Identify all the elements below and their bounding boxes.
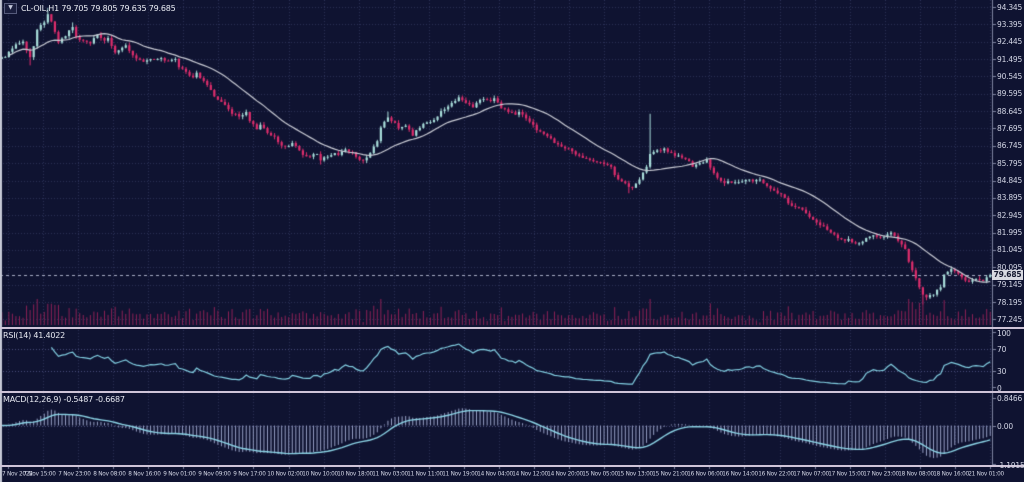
last-price-tag: 79.685 <box>992 269 1023 280</box>
time-axis-label: 15 Nov 05:00 <box>582 470 619 478</box>
price-axis-label: 81.045 <box>997 245 1023 255</box>
price-axis-label: 86.745 <box>997 141 1023 151</box>
macd-axis-label: 0.8466 <box>997 394 1023 404</box>
price-axis-label: 77.245 <box>997 314 1023 324</box>
time-axis-label: 16 Nov 14:00 <box>722 470 759 478</box>
price-axis-label: 84.845 <box>997 176 1023 186</box>
panel-separator-macd[interactable] <box>0 391 1024 393</box>
price-axis-label: 87.695 <box>997 123 1023 133</box>
macd-label: MACD(12,26,9) -0.5487 -0.6687 <box>3 395 125 404</box>
time-axis-label: 7 Nov 2022 <box>2 470 33 478</box>
price-axis-label: 93.395 <box>997 19 1023 29</box>
panel-separator-rsi[interactable] <box>0 327 1024 329</box>
rsi-axis-label: 30 <box>997 367 1007 376</box>
time-axis-label: 17 Nov 07:00 <box>792 470 829 478</box>
time-axis-label: 17 Nov 23:00 <box>862 470 899 478</box>
price-axis-label: 90.545 <box>997 71 1023 81</box>
time-axis-label: 9 Nov 17:00 <box>233 470 267 478</box>
time-axis-label: 14 Nov 20:00 <box>547 470 584 478</box>
macd-axis-label: 0.00 <box>997 422 1013 431</box>
last-price-value: 79.685 <box>993 269 1022 279</box>
time-axis-label: 8 Nov 16:00 <box>128 470 162 478</box>
time-axis-label: 10 Nov 02:00 <box>266 470 303 478</box>
rsi-label: RSI(14) 41.4022 <box>3 331 66 340</box>
time-axis-label: 15 Nov 13:00 <box>617 470 654 478</box>
time-axis-label: 11 Nov 19:00 <box>442 470 478 478</box>
chart-title: ▼ CL-OIL,H1 79.705 79.805 79.635 79.685 <box>4 3 176 14</box>
price-axis-label: 81.995 <box>997 228 1023 238</box>
price-axis-label: 78.195 <box>997 297 1023 307</box>
price-axis-label: 88.645 <box>997 106 1023 116</box>
macd-axis-label: -1.1915 <box>997 460 1024 470</box>
chart-title-text: CL-OIL,H1 79.705 79.805 79.635 79.685 <box>21 4 176 13</box>
price-axis-label: 83.895 <box>997 193 1023 203</box>
price-axis-label: 80.095 <box>997 262 1023 272</box>
price-axis-label: 85.795 <box>997 158 1023 168</box>
time-axis-label: 8 Nov 08:00 <box>93 470 126 478</box>
price-axis-label: 82.945 <box>997 210 1023 220</box>
time-axis-label: 18 Nov 08:00 <box>898 470 934 478</box>
chart-menu-icon[interactable]: ▼ <box>4 3 17 14</box>
time-axis-label: 10 Nov 10:00 <box>301 470 338 478</box>
time-axis-label: 10 Nov 18:00 <box>336 470 373 478</box>
rsi-axis-label: 70 <box>997 345 1007 354</box>
price-axis-label: 79.145 <box>997 280 1023 290</box>
time-axis-label: 9 Nov 01:00 <box>163 470 197 478</box>
time-axis-label: 21 Nov 01:00 <box>968 470 1004 478</box>
time-axis-label: 9 Nov 09:00 <box>198 470 232 478</box>
price-axis-label: 89.595 <box>997 89 1023 99</box>
time-axis-label: 11 Nov 11:00 <box>407 470 443 478</box>
price-axis-label: 94.345 <box>997 2 1023 12</box>
price-axis-label: 91.495 <box>997 54 1023 64</box>
time-axis-label: 16 Nov 06:00 <box>687 470 724 478</box>
time-axis-label: 16 Nov 22:00 <box>757 470 794 478</box>
time-axis-label: 14 Nov 04:00 <box>477 470 513 478</box>
panel-separator-timeaxis[interactable] <box>0 465 1024 467</box>
time-axis-label: 17 Nov 15:00 <box>827 470 864 478</box>
rsi-axis-label: 100 <box>997 328 1011 338</box>
price-axis-label: 92.445 <box>997 37 1023 47</box>
time-axis-label: 14 Nov 12:00 <box>512 470 548 478</box>
time-axis-label: 18 Nov 16:00 <box>933 470 969 478</box>
time-axis-label: 7 Nov 15:00 <box>23 470 56 478</box>
time-axis-label: 11 Nov 03:00 <box>371 470 408 478</box>
rsi-axis-label: 0 <box>997 383 1002 393</box>
time-axis-label: 15 Nov 21:00 <box>652 470 689 478</box>
time-axis-label: 7 Nov 23:00 <box>58 470 91 478</box>
